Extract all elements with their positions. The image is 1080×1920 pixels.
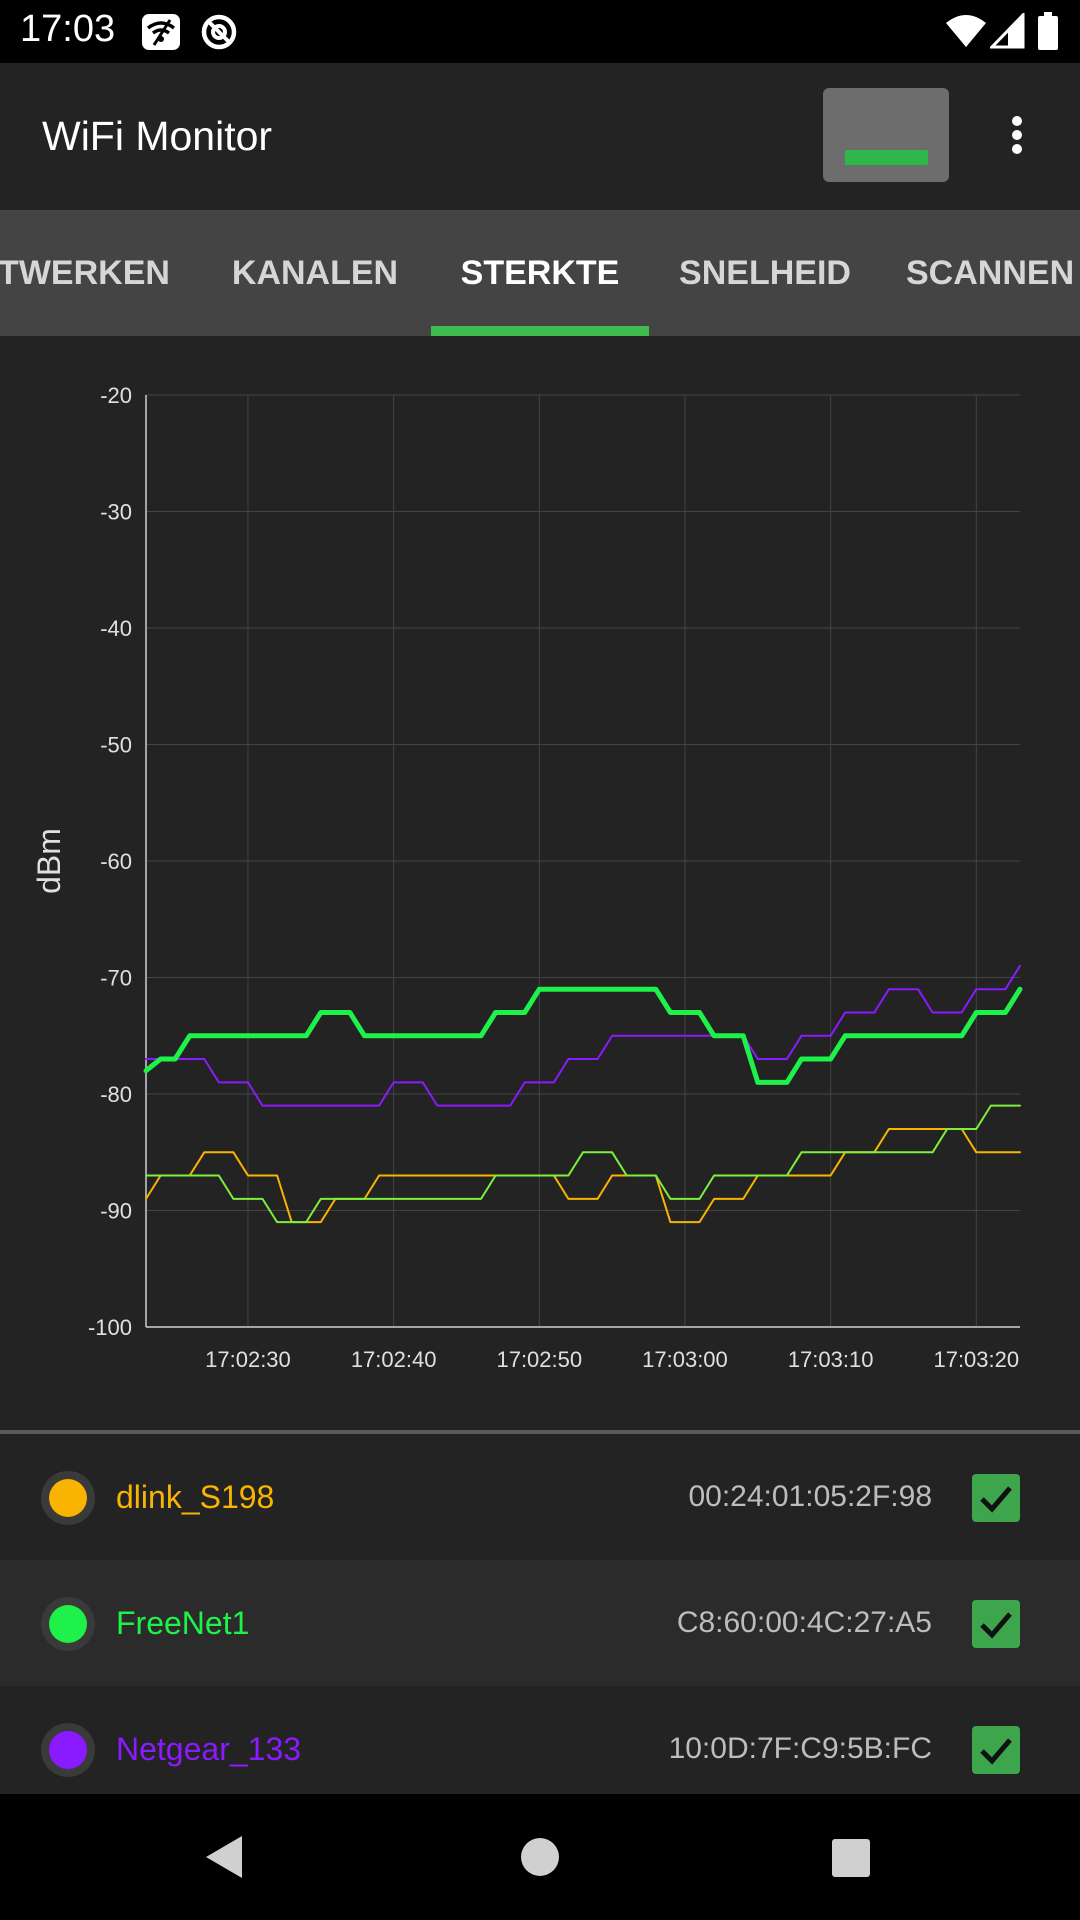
- tab-netwerken[interactable]: TWERKEN: [0, 254, 170, 292]
- network-ssid: Netgear_133: [116, 1731, 302, 1767]
- color-dot-ring: [41, 1723, 95, 1777]
- x-tick-label: 17:03:20: [933, 1347, 1019, 1372]
- x-tick-label: 17:03:10: [788, 1347, 874, 1372]
- y-axis-label: dBm: [31, 828, 67, 894]
- color-dot: [49, 1479, 87, 1517]
- active-tab-indicator: [431, 326, 649, 336]
- checkmark-icon: [980, 1486, 1012, 1513]
- x-tick-label: 17:02:50: [496, 1347, 582, 1372]
- back-icon[interactable]: [204, 1834, 244, 1880]
- network-list: dlink_S198 00:24:01:05:2F:98 FreeNet1 C8…: [0, 1434, 1080, 1794]
- series-line-dlink-s198: [145, 1128, 1021, 1224]
- color-dot-ring: [41, 1471, 95, 1525]
- y-tick-label: -30: [100, 500, 132, 525]
- tab-snelheid[interactable]: SNELHEID: [679, 254, 851, 292]
- y-tick-label: -90: [100, 1199, 132, 1224]
- app-title: WiFi Monitor: [42, 113, 273, 159]
- color-dot-ring: [41, 1597, 95, 1651]
- signal-level-bar: [845, 150, 928, 165]
- status-bar: 17:03: [0, 0, 1080, 63]
- chart-canvas: -20 -30 -40 -50 -60 -70 -80 -90 -100 17:02:30 17:0…: [31, 383, 1023, 1372]
- checkmark-icon: [980, 1612, 1012, 1639]
- tab-scannen[interactable]: SCANNEN: [906, 254, 1075, 292]
- list-item[interactable]: Netgear_133 10:0D:7F:C9:5B:FC: [0, 1686, 1080, 1794]
- network-visible-checkbox[interactable]: [972, 1474, 1020, 1522]
- x-tick-label: 17:03:00: [642, 1347, 728, 1372]
- tab-bar: TWERKEN KANALEN STERKTE SNELHEID SCANNEN: [0, 210, 1080, 336]
- list-item[interactable]: dlink_S198 00:24:01:05:2F:98: [0, 1434, 1080, 1560]
- overflow-menu-icon[interactable]: [1000, 110, 1034, 160]
- x-tick-label: 17:02:30: [205, 1347, 291, 1372]
- y-tick-label: -50: [100, 733, 132, 758]
- series-line-netgear-133: [145, 964, 1021, 1107]
- y-tick-label: -20: [100, 383, 132, 408]
- checkmark-icon: [980, 1738, 1012, 1765]
- network-visible-checkbox[interactable]: [972, 1600, 1020, 1648]
- tab-sterkte[interactable]: STERKTE: [460, 254, 620, 292]
- series-line-freenet1: [143, 986, 1023, 1085]
- network-ssid: FreeNet1: [116, 1605, 250, 1641]
- network-ssid: dlink_S198: [116, 1479, 275, 1515]
- cell-signal-icon: [990, 13, 1025, 49]
- color-dot: [49, 1605, 87, 1643]
- signal-strength-chart: -20 -30 -40 -50 -60 -70 -80 -90 -100 17:02:30 17:0…: [0, 336, 1080, 1432]
- x-tick-label: 17:02:40: [351, 1347, 437, 1372]
- network-bssid: C8:60:00:4C:27:A5: [676, 1606, 932, 1639]
- navigation-bar: [0, 1794, 1080, 1920]
- y-tick-label: -70: [100, 966, 132, 991]
- list-item[interactable]: FreeNet1 C8:60:00:4C:27:A5: [0, 1560, 1080, 1686]
- app-bar: WiFi Monitor: [0, 63, 1080, 210]
- wifi-off-notification-icon: [142, 14, 180, 50]
- y-tick-label: -60: [100, 849, 132, 874]
- wifi-signal-icon: [946, 15, 986, 47]
- recents-icon[interactable]: [831, 1838, 871, 1878]
- y-tick-label: -80: [100, 1082, 132, 1107]
- signal-strength-button[interactable]: [823, 88, 949, 182]
- y-tick-label: -40: [100, 616, 132, 641]
- color-dot: [49, 1731, 87, 1769]
- home-icon[interactable]: [520, 1837, 560, 1877]
- status-time: 17:03: [20, 8, 116, 50]
- at-sign-notification-icon: [201, 14, 237, 50]
- y-tick-label: -100: [88, 1315, 132, 1340]
- network-bssid: 10:0D:7F:C9:5B:FC: [668, 1732, 932, 1765]
- battery-icon: [1038, 12, 1058, 50]
- tab-kanalen[interactable]: KANALEN: [231, 254, 399, 292]
- network-bssid: 00:24:01:05:2F:98: [688, 1480, 932, 1513]
- divider: [0, 1430, 1080, 1434]
- network-visible-checkbox[interactable]: [972, 1726, 1020, 1774]
- series-line-unnamed-3: [145, 1104, 1021, 1224]
